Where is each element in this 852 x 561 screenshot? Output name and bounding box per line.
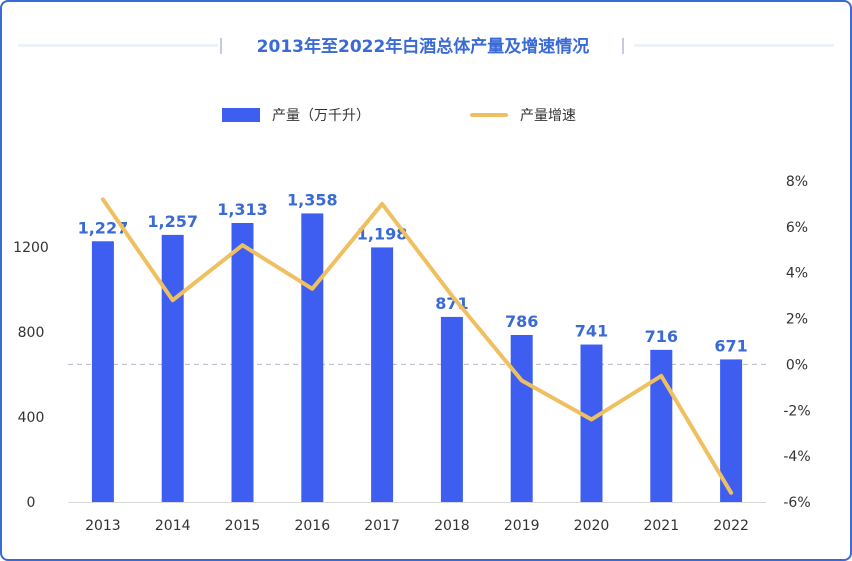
title-marker-right bbox=[622, 38, 624, 54]
x-tick-label: 2019 bbox=[504, 518, 540, 534]
legend-bar-swatch bbox=[222, 108, 260, 122]
legend-line-swatch bbox=[470, 113, 508, 117]
x-tick-label: 2022 bbox=[713, 518, 749, 534]
y-right-tick-label: -6% bbox=[783, 495, 810, 511]
y-right-tick-label: 8% bbox=[786, 174, 808, 190]
growth-point bbox=[659, 374, 663, 378]
title-divider-right bbox=[634, 44, 834, 47]
growth-point bbox=[310, 287, 314, 291]
y-right-tick-label: 6% bbox=[786, 220, 808, 236]
growth-point bbox=[450, 294, 454, 298]
growth-point bbox=[380, 202, 384, 206]
growth-line bbox=[100, 197, 734, 495]
x-tick-label: 2020 bbox=[574, 518, 610, 534]
bar-value-label: 1,313 bbox=[217, 200, 268, 219]
legend-label-growth: 产量增速 bbox=[520, 108, 576, 124]
bar-value-label: 1,257 bbox=[147, 212, 198, 231]
x-tick-label: 2021 bbox=[643, 518, 679, 534]
x-tick-label: 2016 bbox=[294, 518, 330, 534]
bar bbox=[231, 222, 254, 503]
title-divider-left bbox=[18, 44, 218, 47]
x-tick-label: 2013 bbox=[85, 518, 121, 534]
bar-value-label: 786 bbox=[505, 312, 538, 331]
legend-label-production: 产量（万千升） bbox=[272, 108, 370, 124]
legend-item-production: 产量（万千升） bbox=[222, 104, 370, 126]
y-left-tick-label: 0 bbox=[27, 495, 36, 511]
x-tick-label: 2014 bbox=[155, 518, 191, 534]
bar bbox=[91, 241, 114, 502]
bar-value-label: 1,198 bbox=[357, 224, 408, 243]
bar-value-label: 1,227 bbox=[78, 218, 129, 237]
bar-value-label: 716 bbox=[645, 327, 678, 346]
bar bbox=[650, 349, 673, 502]
growth-point bbox=[729, 491, 733, 495]
chart-title: 2013年至2022年白酒总体产量及增速情况 bbox=[256, 37, 590, 57]
bar-value-label: 1,358 bbox=[287, 190, 338, 209]
y-left-tick-label: 400 bbox=[18, 410, 45, 426]
title-marker-left bbox=[220, 38, 222, 54]
y-right-tick-label: 4% bbox=[786, 266, 808, 282]
y-left-tick-label: 800 bbox=[18, 325, 45, 341]
growth-point bbox=[171, 298, 175, 302]
y-left-tick-label: 1200 bbox=[13, 240, 49, 256]
bar bbox=[720, 359, 743, 502]
growth-point bbox=[590, 417, 593, 421]
legend-item-growth: 产量增速 bbox=[470, 104, 576, 126]
y-right-tick-label: -4% bbox=[783, 449, 810, 465]
y-right-tick-label: -2% bbox=[783, 403, 810, 419]
x-tick-label: 2018 bbox=[434, 518, 470, 534]
bar-value-label: 671 bbox=[714, 336, 747, 355]
bar bbox=[161, 234, 184, 502]
bar bbox=[510, 334, 533, 502]
growth-point bbox=[520, 378, 524, 382]
x-tick-label: 2015 bbox=[225, 518, 261, 534]
bar-value-label: 741 bbox=[575, 322, 608, 341]
y-right-tick-label: 2% bbox=[786, 312, 808, 328]
bar bbox=[440, 316, 463, 502]
bar bbox=[580, 344, 603, 502]
x-tick-label: 2017 bbox=[364, 518, 400, 534]
bar bbox=[301, 213, 324, 503]
y-right-tick-label: 0% bbox=[786, 357, 808, 373]
chart-title-area: 2013年至2022年白酒总体产量及增速情况 bbox=[0, 30, 852, 62]
bar bbox=[371, 247, 394, 502]
growth-point bbox=[101, 197, 105, 201]
growth-point bbox=[241, 243, 244, 247]
